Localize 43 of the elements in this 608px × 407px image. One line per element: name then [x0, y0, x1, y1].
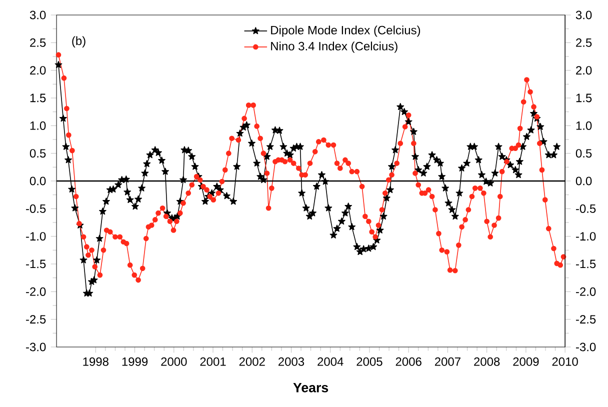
y-tick-label: -1.5 — [576, 260, 596, 268]
x-tick-label: 2004 — [318, 357, 344, 366]
x-axis-title: Years — [293, 383, 328, 392]
x-tick-label: 2009 — [513, 357, 539, 366]
x-tick-label: 2007 — [434, 357, 460, 366]
y2-tick-label: 1.5 — [30, 94, 46, 102]
y-tick-label: 2.5 — [576, 38, 592, 47]
x-tick-label: 2003 — [278, 357, 304, 366]
y-tick-label: 1.0 — [576, 121, 592, 130]
annotation: (b) — [72, 36, 86, 48]
x-tick-label: 2000 — [161, 357, 187, 366]
x-tick-label: 1998 — [83, 357, 108, 366]
y-tick-label: 3.0 — [576, 10, 592, 20]
y2-tick-label: -3.0 — [26, 342, 46, 352]
y-tick-label: 1.5 — [576, 94, 592, 102]
y2-tick-label: 1.0 — [30, 121, 46, 130]
y-tick-label: -0.5 — [576, 204, 596, 213]
x-tick-label: 2001 — [200, 357, 226, 366]
y-tick-label: -3.0 — [576, 342, 596, 352]
y-tick-label: -2.5 — [576, 315, 596, 324]
x-tick-label: 2008 — [474, 357, 500, 366]
x-tick-label: 2005 — [356, 357, 382, 366]
y-tick-label: 0.5 — [576, 149, 592, 158]
y-tick-label: 0.0 — [576, 176, 592, 186]
y2-tick-label: 0.0 — [30, 176, 46, 186]
y-tick-label: 2.0 — [576, 66, 592, 75]
x-tick-label: 2002 — [239, 357, 265, 366]
legend-label: Nino 3.4 Index (Celcius) — [271, 42, 398, 53]
x-tick-label: 2006 — [396, 357, 422, 366]
y2-tick-label: 2.5 — [30, 38, 46, 47]
y2-tick-label: -2.0 — [26, 287, 46, 296]
y2-tick-label: -0.5 — [26, 204, 46, 213]
y2-tick-label: 3.0 — [30, 10, 46, 20]
y2-tick-label: -2.5 — [26, 315, 46, 324]
y2-tick-label: 0.5 — [30, 149, 46, 158]
x-tick-label: 1999 — [122, 357, 148, 366]
legend-label: Dipole Mode Index (Celcius) — [271, 26, 420, 37]
y2-tick-label: 2.0 — [30, 66, 46, 75]
y-tick-label: -2.0 — [576, 287, 596, 296]
y2-tick-label: -1.0 — [26, 232, 46, 241]
y2-tick-label: -1.5 — [26, 260, 46, 268]
x-tick-label: 2010 — [552, 357, 578, 366]
y-tick-label: -1.0 — [576, 232, 596, 241]
